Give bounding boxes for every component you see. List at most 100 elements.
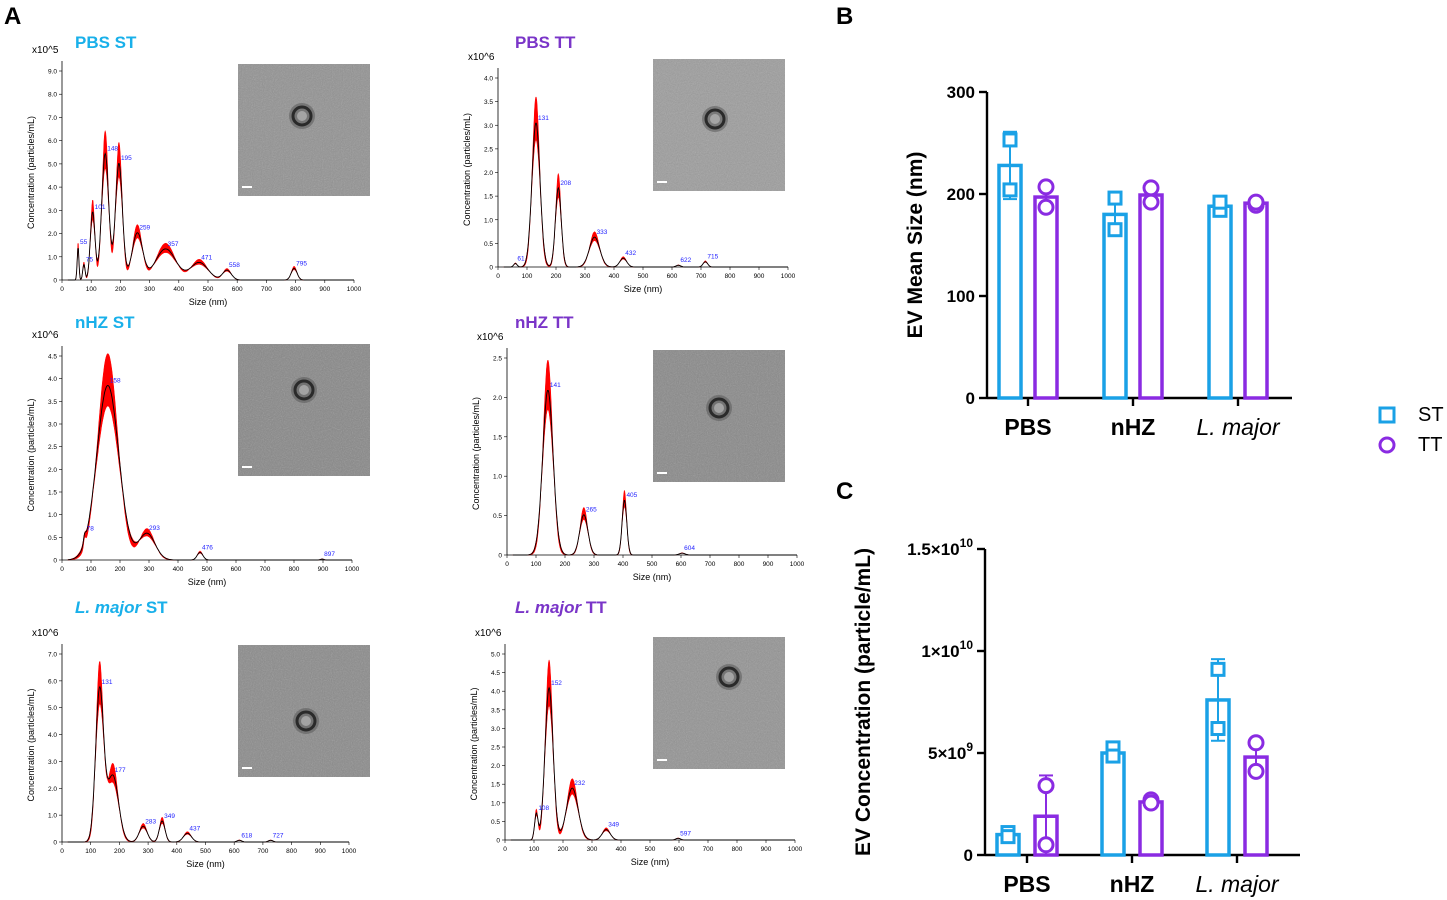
nta-y-label: Concentration (particles/mL) (462, 113, 472, 226)
tem-image (238, 344, 370, 476)
tem-scale-bar (242, 767, 252, 769)
tem-micrograph (238, 64, 370, 196)
data-point-circle (1037, 777, 1055, 795)
nta-y-tick-label: 4.0 (491, 689, 500, 696)
nta-peak-label: 558 (229, 262, 240, 269)
nta-panel-pbs-st: PBS ST x10^5 0 1.0 2.0 3.0 4.0 5.0 6.0 7.0 8.0 9.0 0… (20, 33, 400, 307)
y-tick-exponent: 10 (960, 638, 974, 652)
nta-y-tick-label: 7.0 (48, 652, 57, 659)
data-point-circle (1142, 193, 1160, 211)
nta-x-label: Size (nm) (633, 572, 672, 582)
nta-peak-label: 897 (324, 551, 335, 558)
nta-y-tick-label: 1.5 (48, 490, 57, 497)
nta-mean-line (503, 122, 788, 268)
data-point-circle (1037, 198, 1055, 216)
nta-peak-label: 195 (121, 155, 132, 162)
tem-vesicle-core (297, 111, 307, 121)
nta-x-tick-label: 600 (667, 273, 678, 280)
tem-image (653, 59, 785, 191)
legend: ST TT (1378, 400, 1444, 460)
y-tick-label: 200 (947, 185, 975, 204)
data-point-circle (1142, 179, 1160, 197)
nta-y-tick-label: 4.5 (48, 354, 57, 361)
nta-x-tick-label: 200 (115, 286, 126, 293)
y-tick-label: 1.5×1010 (907, 536, 973, 559)
tem-shade (653, 637, 785, 769)
tem-micrograph (238, 645, 370, 777)
nta-peak-label: 604 (684, 545, 695, 552)
nta-y-tick-label: 0 (489, 265, 493, 272)
nta-panel-nhz-tt: nHZ TT x10^6 0 0.5 1.0 1.5 2.0 2.5 0 100 200 300 400… (445, 313, 825, 585)
nta-title-italic: L. major (75, 598, 142, 617)
nta-multiplier: x10^5 (32, 45, 59, 56)
nta-mean-line (67, 152, 354, 281)
nta-x-tick-label: 0 (60, 566, 64, 573)
nta-x-tick-label: 400 (618, 561, 629, 568)
nta-peak-label: 78 (87, 525, 95, 532)
nta-peak-label: 152 (551, 680, 562, 687)
nta-multiplier: x10^6 (477, 332, 504, 343)
panel-letter-a: A (4, 3, 22, 30)
nta-peak-label: 232 (574, 780, 585, 787)
nta-y-tick-label: 3.0 (491, 726, 500, 733)
nta-x-tick-label: 200 (560, 561, 571, 568)
tem-micrograph (653, 59, 785, 191)
nta-x-tick-label: 400 (173, 286, 184, 293)
tem-vesicle (293, 379, 315, 401)
data-point-square (1000, 829, 1016, 845)
nta-y-tick-label: 5.0 (48, 705, 57, 712)
nta-x-label: Size (nm) (624, 284, 663, 294)
nta-peak-label: 333 (597, 229, 608, 236)
nta-peak-label: 349 (164, 813, 175, 820)
nta-y-tick-label: 2.0 (48, 231, 57, 238)
nta-y-tick-label: 0.5 (493, 513, 502, 520)
bar-tt (1243, 201, 1269, 400)
tem-noise (238, 64, 370, 196)
nta-peak-label: 795 (296, 260, 307, 267)
nta-x-label: Size (nm) (631, 857, 670, 867)
data-point-square (1212, 194, 1228, 210)
nta-peak-label: 141 (550, 382, 561, 389)
tem-micrograph (653, 637, 785, 769)
nta-y-label: Concentration (particles/mL) (26, 116, 36, 229)
nta-y-tick-label: 0.5 (484, 241, 493, 248)
nta-peak-label: 357 (168, 241, 179, 248)
nta-x-tick-label: 900 (318, 566, 329, 573)
nta-y-tick-label: 1.5 (493, 434, 502, 441)
nta-title-text: nHZ TT (515, 313, 574, 332)
tem-vesicle (295, 710, 317, 732)
nta-x-tick-label: 400 (171, 848, 182, 855)
nta-peak-label: 476 (202, 544, 213, 551)
nta-x-tick-label: 0 (60, 286, 64, 293)
nta-x-tick-label: 900 (754, 273, 765, 280)
nta-y-tick-label: 7.0 (48, 115, 57, 122)
y-tick-base: 1×10 (921, 642, 959, 661)
nta-x-tick-label: 1000 (342, 848, 357, 855)
nta-y-tick-label: 1.0 (484, 217, 493, 224)
y-tick-base: 0 (964, 846, 973, 865)
legend-label-tt: TT (1418, 433, 1443, 456)
y-tick-label: 0 (966, 389, 975, 408)
tem-scale-bar (242, 186, 252, 188)
nta-x-tick-label: 700 (705, 561, 716, 568)
nta-y-tick-label: 0 (53, 278, 57, 285)
nta-title: L. major ST (75, 598, 168, 618)
nta-x-tick-label: 200 (114, 848, 125, 855)
tem-vesicle-core (724, 672, 734, 682)
nta-y-tick-label: 3.0 (48, 759, 57, 766)
nta-y-tick-label: 1.5 (484, 194, 493, 201)
nta-x-tick-label: 100 (522, 273, 533, 280)
nta-multiplier: x10^6 (468, 52, 495, 63)
tem-micrograph (653, 350, 785, 482)
nta-x-tick-label: 500 (203, 286, 214, 293)
nta-title-text: ST (141, 598, 168, 617)
data-point-circle (1247, 762, 1265, 780)
y-tick-exponent: 10 (960, 536, 974, 550)
legend-item-st: ST (1378, 400, 1444, 430)
tem-vesicle (704, 108, 726, 130)
data-point-square (1002, 132, 1018, 148)
nta-x-tick-label: 1000 (781, 273, 796, 280)
nta-x-tick-label: 100 (531, 561, 542, 568)
nta-y-tick-label: 2.0 (484, 170, 493, 177)
nta-peak-label: 259 (139, 225, 150, 232)
